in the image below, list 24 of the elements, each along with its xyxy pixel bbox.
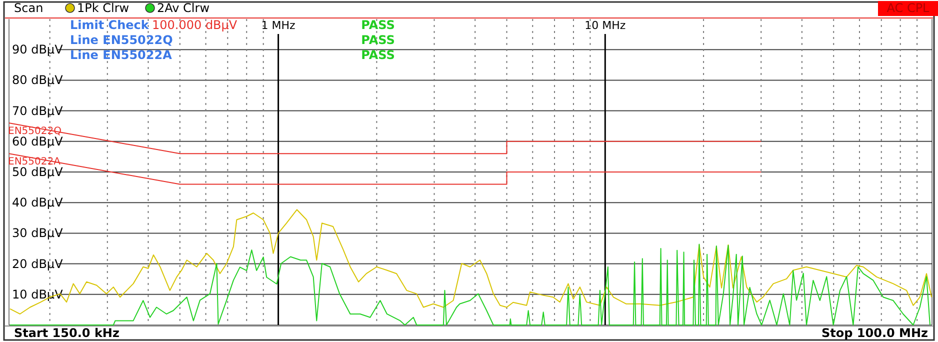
y-tick-label: 90 dBµV (12, 42, 64, 57)
annotation: PASS (361, 18, 395, 32)
annotation: PASS (361, 48, 395, 62)
annotation: 100.000 dBµV (152, 18, 238, 32)
annotation: PASS (361, 33, 395, 47)
y-tick-label: 80 dBµV (12, 73, 64, 88)
annotation: Line EN55022Q (70, 33, 173, 47)
annotation: Limit Check (70, 18, 150, 32)
y-tick-label: 50 dBµV (12, 165, 64, 179)
y-tick-label: 20 dBµV (12, 256, 64, 271)
legend-label: 1Pk Clrw (77, 1, 130, 15)
x-tick-label: 1 MHz (261, 19, 296, 32)
text: AC CPL (886, 1, 930, 15)
y-tick-label: 70 dBµV (12, 104, 64, 118)
legend-label: 2Av Clrw (157, 1, 210, 15)
annotation: Line EN55022A (70, 48, 173, 62)
y-tick-label: 60 dBµV (12, 134, 64, 148)
text: Start 150.0 kHz (14, 326, 120, 340)
y-tick-label: 30 dBµV (12, 226, 64, 240)
y-tick-label: 40 dBµV (12, 196, 64, 210)
text: Scan (14, 1, 44, 15)
y-tick-label: 10 dBµV (12, 287, 64, 302)
x-tick-label: 10 MHz (584, 19, 626, 32)
text: Stop 100.0 MHz (822, 326, 928, 340)
